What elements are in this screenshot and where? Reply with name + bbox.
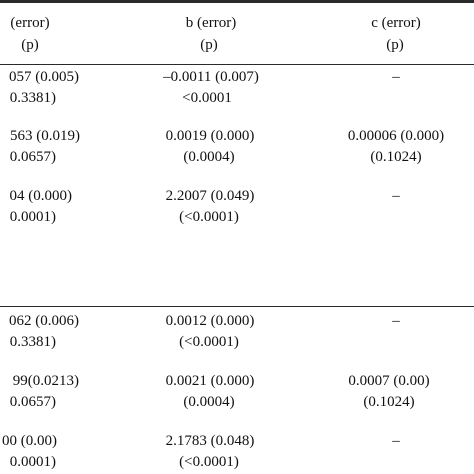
table-cell: 00 (0.00) bbox=[2, 433, 57, 449]
table-cell: 0.0021 (0.000) bbox=[165, 373, 255, 389]
table-cell: 2.1783 (0.048) bbox=[165, 433, 255, 449]
table-cell: (0.0004) bbox=[183, 149, 235, 165]
header-bottom-rule bbox=[0, 64, 474, 65]
table-cell: 99(0.0213) bbox=[12, 373, 79, 389]
table-cell: 0.0657) bbox=[9, 149, 56, 165]
table-top-rule bbox=[0, 0, 474, 3]
table-cell: – bbox=[392, 313, 400, 329]
table-cell: 062 (0.006) bbox=[9, 313, 79, 329]
col-b-header-label: b (error) bbox=[185, 15, 237, 31]
table-cell: 0.0019 (0.000) bbox=[165, 128, 255, 144]
table-cell: (0.1024) bbox=[363, 394, 415, 410]
table-cell: 0.0007 (0.00) bbox=[348, 373, 430, 389]
table-cell: 0.0001) bbox=[9, 454, 56, 470]
section-divider-rule bbox=[0, 306, 474, 307]
table-cell: –0.0011 (0.007) bbox=[163, 69, 259, 85]
table-cell: – bbox=[392, 188, 400, 204]
table-cell: (0.0004) bbox=[183, 394, 235, 410]
table-cell: (0.1024) bbox=[370, 149, 422, 165]
table-cell: 2.2007 (0.049) bbox=[165, 188, 255, 204]
table-cell: 04 (0.000) bbox=[9, 188, 73, 204]
table-cell: (<0.0001) bbox=[179, 209, 239, 225]
table-cell: 0.0657) bbox=[9, 394, 56, 410]
table-cell: 563 (0.019) bbox=[10, 128, 80, 144]
col-a-header-label: (error) bbox=[10, 15, 50, 31]
col-b-header-p: (p) bbox=[200, 37, 218, 53]
table-cell: 0.3381) bbox=[9, 90, 56, 106]
table-cell: 0.0012 (0.000) bbox=[165, 313, 255, 329]
table-cell: 0.0001) bbox=[9, 209, 56, 225]
col-c-header-label: c (error) bbox=[371, 15, 421, 31]
col-c-header-p: (p) bbox=[386, 37, 404, 53]
table-cell: 0.00006 (0.000) bbox=[347, 128, 445, 144]
table-cell: (<0.0001) bbox=[179, 334, 239, 350]
table-cell: – bbox=[392, 433, 400, 449]
col-a-header-p: (p) bbox=[21, 37, 39, 53]
table-cell: – bbox=[392, 69, 400, 85]
table-cell: 057 (0.005) bbox=[9, 69, 79, 85]
table-cell: <0.0001 bbox=[182, 90, 232, 106]
table-cell: 0.3381) bbox=[9, 334, 56, 350]
table-cell: (<0.0001) bbox=[179, 454, 239, 470]
